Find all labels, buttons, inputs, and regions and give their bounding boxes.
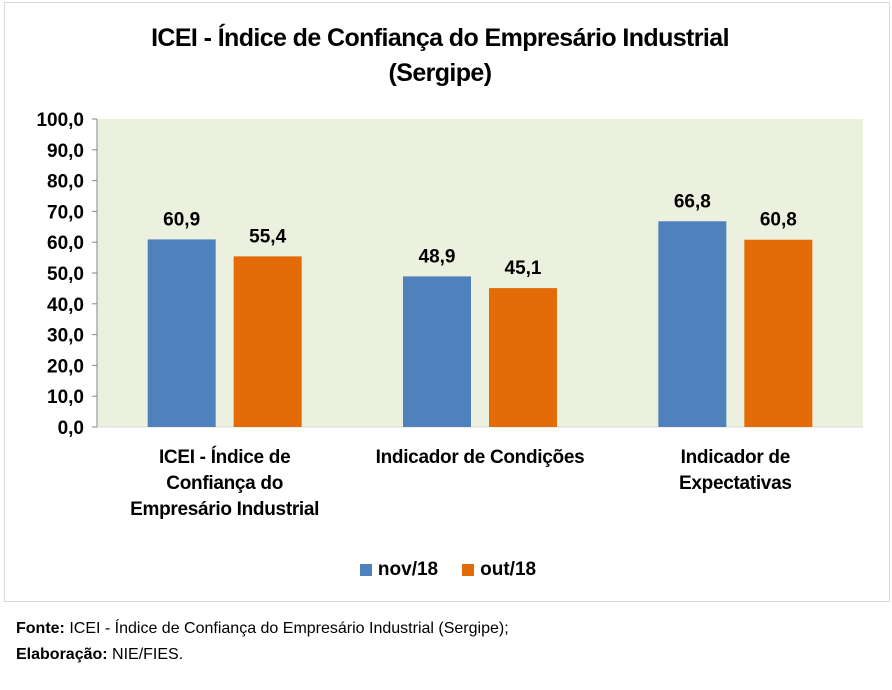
y-tick-label: 30,0 [47,326,84,347]
legend-label: nov/18 [377,559,439,580]
legend-swatch [359,564,372,576]
chart-title-main: ICEI - Índice de Confiança do Empresário… [151,24,729,52]
legend-item: nov/18 [359,559,439,581]
chart-title: ICEI - Índice de Confiança do Empresário… [5,21,875,91]
plot-background [97,119,863,427]
y-tick-label: 60,0 [47,233,84,254]
data-label: 55,4 [249,226,286,247]
source-line: Fonte: ICEI - Índice de Confiança do Emp… [16,616,509,642]
legend-item: out/18 [462,559,536,581]
credit-label: Elaboração: [16,646,108,663]
x-tick-label-line: Empresário Industrial [130,499,320,520]
y-tick-label: 80,0 [47,172,84,193]
bar [403,276,471,427]
y-tick-label: 90,0 [47,141,84,162]
y-tick-label: 10,0 [47,387,84,408]
x-tick-label: Indicador de Expectativas [605,445,865,497]
x-tick-label-line: Indicador de [680,447,791,468]
chart-subtitle: (Sergipe) [388,59,493,87]
y-tick-label: 100,0 [36,110,84,131]
data-label: 60,8 [760,210,797,231]
x-tick-label-line: ICEI - Índice de [158,447,291,468]
legend: nov/18 out/18 [5,559,891,581]
y-tick-label: 0,0 [58,418,84,439]
bar [658,221,727,427]
data-label: 48,9 [419,246,456,267]
y-tick-label: 20,0 [47,356,84,377]
x-tick-label-line: Expectativas [679,473,792,494]
chart-plot: 0,0 10,0 20,0 30,0 40,0 50,0 60,0 70,0 80,0 90,0 1… [36,110,863,439]
legend-swatch [462,564,475,576]
bar [147,239,216,427]
x-tick-label-line: Confiança do [166,473,284,494]
data-label: 45,1 [505,258,542,279]
x-tick-label: Indicador de Condições [350,445,610,471]
data-label: 60,9 [163,209,200,230]
bar [489,288,557,427]
footnote: Fonte: ICEI - Índice de Confiança do Emp… [16,616,509,668]
credit-text: NIE/FIES. [107,646,184,663]
y-tick-label: 50,0 [47,264,84,285]
bar [744,239,813,427]
chart-frame: ICEI - Índice de Confiança do Empresário… [4,2,890,602]
x-tick-label-line: Indicador de Condições [375,447,585,468]
bar [233,256,302,427]
y-tick-label: 70,0 [47,202,84,223]
source-text: ICEI - Índice de Confiança do Empresário… [64,620,509,637]
legend-label: out/18 [480,559,537,580]
source-label: Fonte: [16,620,65,637]
y-tick-label: 40,0 [47,295,84,316]
credit-line: Elaboração: NIE/FIES. [16,642,509,668]
x-tick-label: ICEI - Índice de Confiança do Empresário I… [95,445,355,523]
data-label: 66,8 [674,191,711,212]
